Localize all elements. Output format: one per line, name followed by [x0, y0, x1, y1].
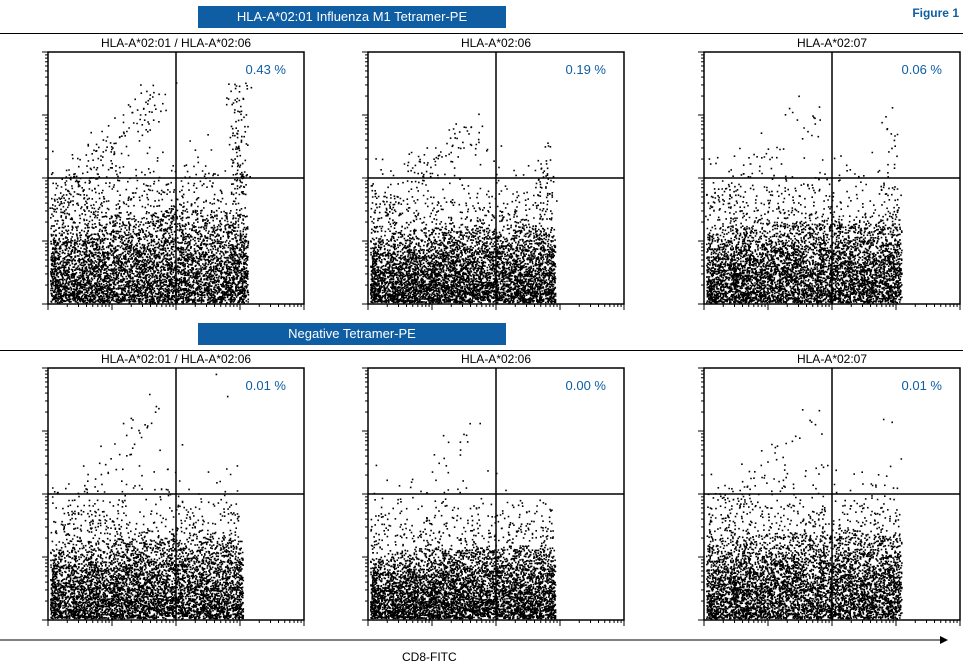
event-dots — [370, 422, 557, 620]
banner-influenza-tetramer: HLA-A*02:01 Influenza M1 Tetramer-PE — [198, 6, 506, 28]
row-divider-top — [0, 33, 963, 34]
event-dots — [50, 373, 245, 620]
dot-plot-panel: HLA-A*02:06 0.19 % — [362, 36, 625, 310]
upper-right-percent: 0.01 % — [246, 378, 287, 393]
banner-negative-tetramer: Negative Tetramer-PE — [198, 323, 506, 345]
panel-title: HLA-A*02:06 — [461, 36, 531, 50]
axis-ticks — [362, 367, 625, 626]
figure-label: Figure 1 — [912, 6, 959, 20]
x-axis-label: CD8-FITC — [402, 650, 457, 664]
dot-plot-panel: HLA-A*02:07 0.01 % — [698, 352, 961, 626]
panel-title: HLA-A*02:01 / HLA-A*02:06 — [101, 352, 251, 366]
axis-ticks — [698, 367, 961, 626]
dot-plot-panel: HLA-A*02:01 / HLA-A*02:06 0.01 % — [42, 352, 305, 626]
dot-plot-panel: HLA-A*02:01 / HLA-A*02:06 0.43 % — [42, 36, 305, 310]
event-dots — [706, 409, 903, 620]
upper-right-percent: 0.19 % — [566, 62, 607, 77]
axis-ticks — [42, 367, 305, 626]
event-dots — [705, 95, 903, 304]
axis-ticks — [362, 51, 625, 310]
event-dots — [370, 113, 558, 304]
panel-title: HLA-A*02:01 / HLA-A*02:06 — [101, 36, 251, 50]
upper-right-percent: 0.00 % — [566, 378, 607, 393]
row-divider-bottom — [0, 350, 963, 351]
event-dots — [49, 82, 253, 304]
axis-ticks — [42, 51, 305, 310]
panel-title: HLA-A*02:07 — [797, 36, 867, 50]
panel-title: HLA-A*02:06 — [461, 352, 531, 366]
upper-right-percent: 0.01 % — [902, 378, 943, 393]
dot-plot-panel: HLA-A*02:06 0.00 % — [362, 352, 625, 626]
x-axis-arrow-head — [940, 636, 948, 644]
axis-ticks — [698, 51, 961, 310]
dot-plot-panel: HLA-A*02:07 0.06 % — [698, 36, 961, 310]
panel-title: HLA-A*02:07 — [797, 352, 867, 366]
upper-right-percent: 0.43 % — [246, 62, 287, 77]
upper-right-percent: 0.06 % — [902, 62, 943, 77]
